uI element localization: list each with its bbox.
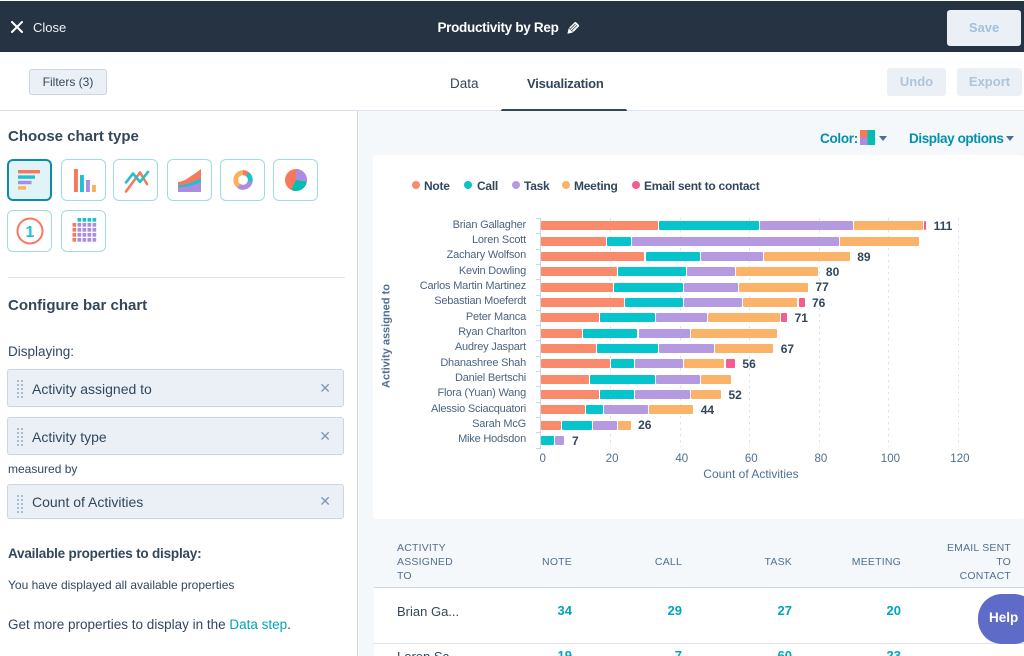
svg-text:1: 1 — [26, 224, 35, 241]
